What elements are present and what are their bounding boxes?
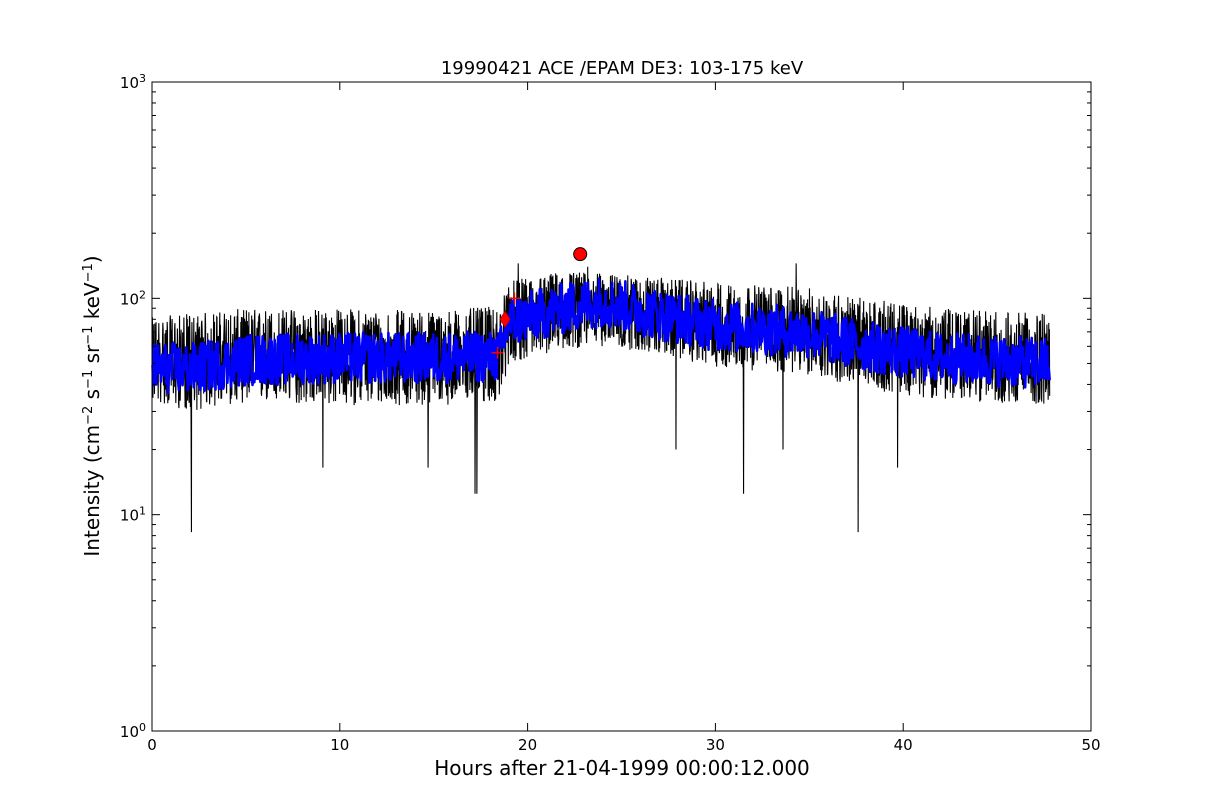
x-tick-label: 30: [706, 736, 725, 754]
x-tick-label: 0: [147, 736, 157, 754]
plot-area: [150, 247, 1051, 533]
y-tick-label: 103: [120, 72, 146, 93]
smoothed-intensity-series: [150, 277, 1051, 395]
y-label-exp3: −1: [81, 326, 96, 345]
y-label-s: s: [80, 389, 104, 406]
y-tick-label: 101: [120, 504, 146, 525]
marker-plus-2: [491, 346, 504, 359]
y-label-prefix: Intensity (cm: [80, 425, 104, 557]
marker-diamond: [499, 310, 511, 329]
y-label-kev: keV: [80, 282, 104, 326]
x-tick-label: 20: [518, 736, 537, 754]
x-tick-label: 40: [894, 736, 913, 754]
chart-title: 19990421 ACE /EPAM DE3: 103-175 keV: [441, 58, 804, 79]
y-label-sr: sr: [80, 344, 104, 370]
marker-plus-3: [508, 292, 521, 305]
y-label-exp2: −1: [81, 370, 96, 389]
y-label-suffix: ): [80, 255, 104, 263]
plot-frame: [151, 81, 1092, 732]
marker-circle: [573, 247, 588, 262]
y-label-exp1: −2: [81, 406, 96, 425]
x-tick-label: 10: [330, 736, 349, 754]
axis-ticks: 0 10 20 30 40 50 100 101 102 103: [120, 72, 1101, 755]
y-tick-label: 100: [120, 721, 146, 742]
y-tick-label: 102: [120, 288, 146, 309]
x-axis-label: Hours after 21-04-1999 00:00:12.000: [434, 756, 810, 780]
y-label-exp4: −1: [81, 263, 96, 282]
x-tick-label: 50: [1081, 736, 1100, 754]
y-axis-label: Intensity (cm−2 s−1 sr−1 keV−1): [80, 255, 104, 556]
